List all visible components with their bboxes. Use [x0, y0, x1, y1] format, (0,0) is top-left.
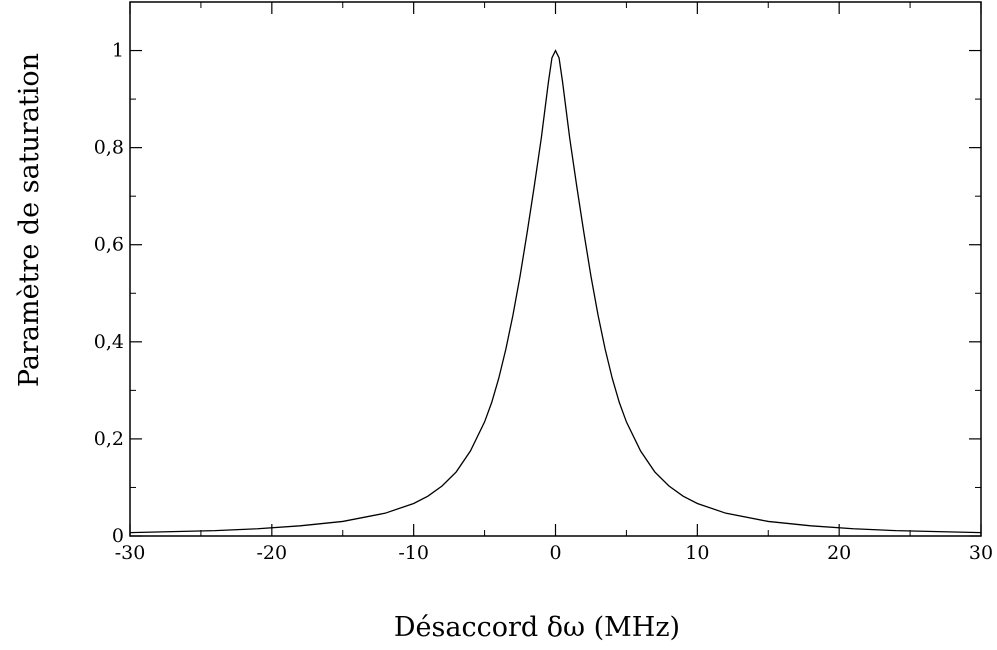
- x-tick-label: -10: [398, 542, 429, 564]
- y-tick-label: 0,4: [94, 331, 124, 353]
- axis-ticks: [129, 2, 982, 537]
- y-tick-label: 0,8: [94, 137, 124, 159]
- plot-frame: [129, 1, 982, 537]
- tick-labels: -30 -20 -10 0 10 20 30 0 0,2 0,4 0,6 0,8 1: [94, 40, 993, 564]
- x-tick-label: 10: [685, 542, 709, 564]
- x-tick-label: -30: [115, 542, 146, 564]
- x-axis-title: Désaccord δω (MHz): [394, 612, 680, 643]
- saturation-curve: [129, 49, 982, 534]
- y-axis-title: Paramètre de saturation: [14, 53, 45, 387]
- y-tick-label: 0: [112, 525, 124, 547]
- x-tick-label: 20: [827, 542, 851, 564]
- y-tick-label: 0,6: [94, 234, 124, 256]
- y-tick-label: 1: [112, 40, 124, 62]
- x-tick-label: 30: [969, 542, 993, 564]
- y-tick-label: 0,2: [94, 428, 124, 450]
- x-tick-label: 0: [549, 542, 561, 564]
- x-tick-label: -20: [257, 542, 288, 564]
